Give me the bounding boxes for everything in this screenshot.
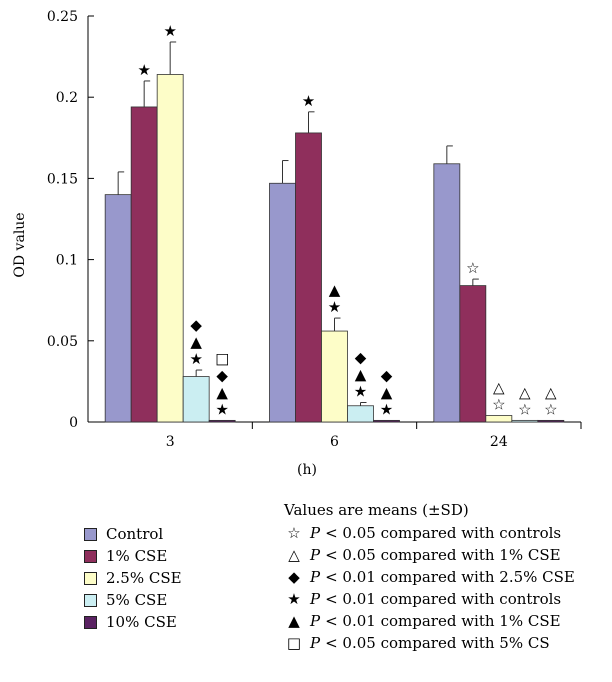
- legend-entry-1pct: 1% CSE: [84, 545, 182, 567]
- sig-text: < 0.01 compared with 2.5% CSE: [325, 568, 575, 586]
- sig-text: < 0.01 compared with controls: [325, 590, 562, 608]
- sig-legend-entry: □ P < 0.05 compared with 5% CS: [284, 632, 575, 654]
- bar: [104, 194, 132, 423]
- bar: [295, 132, 322, 423]
- open-square-icon: □: [286, 634, 302, 652]
- significance-mark: ☆: [466, 259, 479, 277]
- significance-mark: △: [519, 383, 531, 401]
- bar: [485, 415, 513, 423]
- significance-mark: ★: [215, 400, 228, 418]
- x-tick-label: 3: [166, 434, 175, 450]
- filled-diamond-icon: ◆: [288, 568, 300, 586]
- bar: [537, 419, 565, 423]
- filled-triangle-icon: ▲: [288, 612, 300, 630]
- legend-entry-10pct: 10% CSE: [84, 611, 182, 633]
- significance-mark: ★: [302, 92, 315, 110]
- y-tick-label: 0.2: [56, 90, 78, 106]
- axes: 0 0.05 0.1 0.15 0.2 0.25 3 6 24: [47, 9, 582, 450]
- bar: [373, 419, 400, 423]
- y-tick-label: 0.05: [47, 334, 78, 350]
- significance-mark: △: [545, 383, 557, 401]
- bars: [104, 41, 565, 423]
- significance-mark: ☆: [492, 396, 505, 414]
- y-tick-label: 0.25: [47, 9, 78, 25]
- p-label: P: [310, 634, 321, 652]
- bar: [130, 106, 158, 423]
- sig-legend-entry: ◆ P < 0.01 compared with 2.5% CSE: [284, 566, 575, 588]
- significance-marks: ★★★▲◆★▲◆□★★▲★▲◆★▲◆☆☆△☆△☆△: [137, 22, 557, 418]
- sig-text: < 0.05 compared with controls: [325, 524, 562, 542]
- y-tick-label: 0.1: [56, 253, 78, 269]
- significance-mark: △: [493, 379, 505, 397]
- sig-legend-entry: ★ P < 0.01 compared with controls: [284, 588, 575, 610]
- x-axis-label: (h): [297, 462, 317, 478]
- legend-label: 10% CSE: [106, 613, 177, 631]
- sig-legend-entry: △ P < 0.05 compared with 1% CSE: [284, 544, 575, 566]
- legend-swatch: [84, 593, 97, 607]
- y-tick-label: 0: [69, 415, 78, 431]
- x-tick-label: 24: [490, 434, 508, 450]
- significance-legend: Values are means (±SD) ☆ P < 0.05 compar…: [284, 498, 575, 654]
- filled-star-icon: ★: [287, 590, 301, 608]
- legend-swatch: [84, 527, 97, 541]
- bar: [208, 419, 236, 423]
- legend-swatch: [84, 571, 97, 585]
- y-axis-label: OD value: [12, 212, 28, 277]
- significance-mark: ▲: [216, 383, 228, 401]
- legend-label: 2.5% CSE: [106, 569, 182, 587]
- x-tick-label: 6: [330, 434, 339, 450]
- p-label: P: [310, 590, 321, 608]
- p-label: P: [310, 612, 321, 630]
- bar: [182, 376, 210, 423]
- p-label: P: [310, 524, 321, 542]
- bar: [459, 285, 487, 423]
- significance-mark: ◆: [216, 366, 228, 384]
- significance-mark: ★: [328, 298, 341, 316]
- sig-text: < 0.05 compared with 1% CSE: [325, 546, 561, 564]
- significance-mark: ★: [137, 61, 150, 79]
- bar: [433, 163, 461, 423]
- significance-mark: ★: [163, 22, 176, 40]
- legend-entry-control: Control: [84, 523, 182, 545]
- legend-entry-2-5pct: 2.5% CSE: [84, 567, 182, 589]
- series-legend: Control 1% CSE 2.5% CSE 5% CSE 10% CSE: [84, 523, 182, 633]
- significance-mark: ◆: [355, 349, 367, 367]
- significance-mark: ▲: [355, 366, 367, 384]
- significance-mark: ▲: [190, 333, 202, 351]
- bar-chart: 00.050.10.150.20.253 6 24 ★★★▲◆★▲◆□★★▲★▲◆★…: [12, 9, 582, 478]
- open-star-icon: ☆: [287, 524, 301, 542]
- significance-mark: ★: [380, 400, 393, 418]
- sig-legend-entry: ☆ P < 0.05 compared with controls: [284, 522, 575, 544]
- open-triangle-icon: △: [288, 546, 300, 564]
- significance-mark: ★: [189, 350, 202, 368]
- legend-label: 5% CSE: [106, 591, 168, 609]
- bar: [321, 330, 348, 423]
- legend-swatch: [84, 549, 97, 563]
- significance-mark: ★: [354, 383, 367, 401]
- significance-mark: ☆: [544, 400, 557, 418]
- p-label: P: [310, 568, 321, 586]
- values-note: Values are means (±SD): [284, 501, 469, 519]
- legend-label: Control: [106, 525, 164, 543]
- bar: [511, 419, 539, 423]
- sig-text: < 0.05 compared with 5% CS: [325, 634, 550, 652]
- legend-entry-5pct: 5% CSE: [84, 589, 182, 611]
- p-label: P: [310, 546, 321, 564]
- significance-mark: ◆: [381, 366, 393, 384]
- bar: [347, 405, 374, 423]
- significance-mark: ▲: [329, 281, 341, 299]
- legend-swatch: [84, 615, 97, 629]
- bar: [156, 74, 184, 423]
- bar: [269, 182, 296, 423]
- y-tick-label: 0.15: [47, 171, 78, 187]
- significance-mark: ▲: [381, 383, 393, 401]
- sig-text: < 0.01 compared with 1% CSE: [325, 612, 561, 630]
- significance-mark: ☆: [518, 400, 531, 418]
- sig-legend-entry: ▲ P < 0.01 compared with 1% CSE: [284, 610, 575, 632]
- significance-mark: ◆: [190, 316, 202, 334]
- legend-label: 1% CSE: [106, 547, 168, 565]
- significance-mark: □: [215, 349, 229, 367]
